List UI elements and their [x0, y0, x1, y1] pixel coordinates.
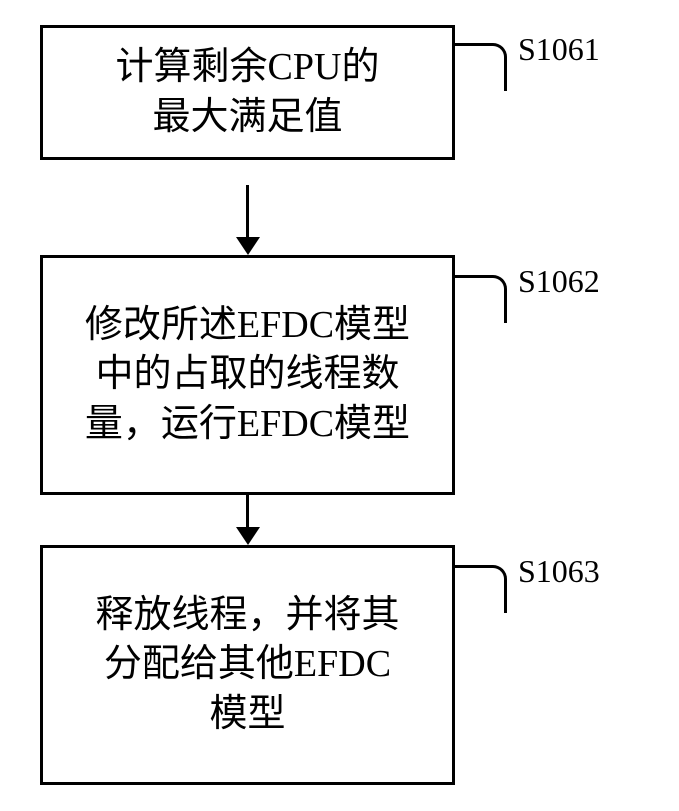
node-label-1: S1061 — [518, 31, 600, 68]
flowchart-node-3: 释放线程，并将其 分配给其他EFDC 模型 — [40, 545, 455, 785]
arrow-line-2 — [246, 495, 249, 527]
arrow-line-1 — [246, 185, 249, 237]
node-wrapper-1: 计算剩余CPU的 最大满足值 — [40, 25, 455, 160]
node-wrapper-2: 修改所述EFDC模型 中的占取的线程数 量，运行EFDC模型 — [40, 255, 455, 495]
label-connector-2 — [455, 275, 507, 323]
node-text-1: 计算剩余CPU的 最大满足值 — [96, 31, 400, 154]
node-text-2: 修改所述EFDC模型 中的占取的线程数 量，运行EFDC模型 — [65, 289, 430, 461]
node-text-3: 释放线程，并将其 分配给其他EFDC 模型 — [75, 579, 419, 751]
arrow-head-2 — [236, 527, 260, 545]
label-connector-1 — [455, 43, 507, 91]
flowchart-node-1: 计算剩余CPU的 最大满足值 — [40, 25, 455, 160]
flowchart-node-2: 修改所述EFDC模型 中的占取的线程数 量，运行EFDC模型 — [40, 255, 455, 495]
flowchart-arrow-2 — [236, 495, 260, 545]
node-label-2: S1062 — [518, 263, 600, 300]
arrow-head-1 — [236, 237, 260, 255]
node-label-3: S1063 — [518, 553, 600, 590]
flowchart-arrow-1 — [236, 185, 260, 255]
node-wrapper-3: 释放线程，并将其 分配给其他EFDC 模型 — [40, 545, 455, 785]
label-connector-3 — [455, 565, 507, 613]
